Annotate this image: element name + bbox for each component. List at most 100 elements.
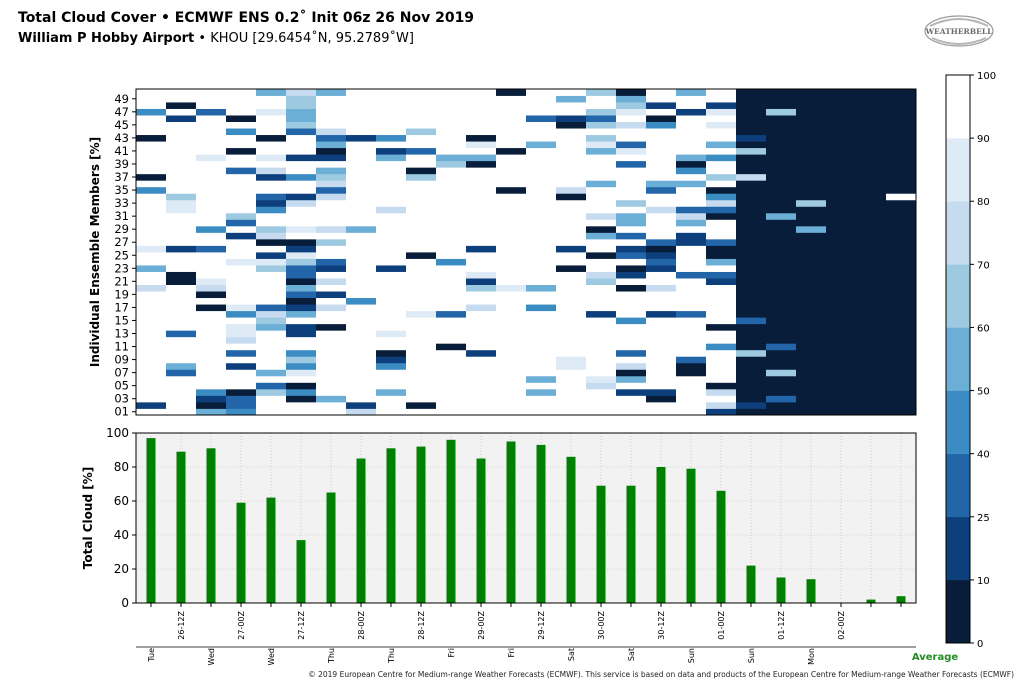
heatmap-cell (706, 180, 737, 188)
heatmap-cell (376, 199, 407, 207)
heatmap-cell (736, 167, 767, 175)
heatmap-cell (226, 271, 257, 279)
heatmap-cell (226, 180, 257, 188)
bar (506, 441, 516, 603)
heatmap-cell (256, 134, 287, 142)
heatmap-cell (346, 186, 377, 194)
heatmap-cell (676, 102, 707, 109)
heatmap-cell (256, 108, 287, 116)
colorbar-segment (946, 138, 970, 202)
heatmap-cell (826, 369, 857, 377)
heatmap-cell (406, 388, 437, 396)
heatmap-cell (676, 95, 707, 103)
heatmap-cell (316, 310, 347, 318)
heatmap-cell (346, 310, 377, 318)
heatmap-cell (286, 336, 317, 344)
bar-xtick-time-label: 27-12Z (297, 610, 306, 639)
bar-xtick-time-label: 27-00Z (237, 610, 246, 639)
heatmap-cell (466, 180, 497, 188)
bar-ytick-label: 100 (106, 426, 129, 440)
colorbar-segment (946, 201, 970, 265)
heatmap-cell (886, 89, 917, 96)
heatmap-cell (346, 265, 377, 272)
heatmap-cell (376, 323, 407, 331)
heatmap-cell (226, 193, 257, 201)
heatmap-cell (526, 180, 557, 188)
heatmap-cell (196, 134, 227, 142)
heatmap-cell (316, 395, 347, 403)
heatmap-cell (646, 330, 677, 338)
heatmap-cell (706, 141, 737, 149)
heatmap-cell (166, 134, 197, 142)
heatmap-cell (556, 336, 587, 344)
heatmap-cell (646, 369, 677, 377)
bar-ytick-label: 60 (114, 494, 129, 508)
heatmap-cell (736, 349, 767, 357)
heatmap-cell (796, 395, 827, 403)
heatmap-cell (226, 375, 257, 383)
heatmap-cell (376, 173, 407, 181)
heatmap-cell (886, 212, 917, 220)
heatmap-cell (526, 238, 557, 246)
heatmap-cell (376, 395, 407, 403)
heatmap-cell (826, 95, 857, 103)
heatmap-cell (166, 95, 197, 103)
heatmap-cell (556, 375, 587, 383)
heatmap-cell (616, 349, 647, 357)
heatmap-cell (196, 369, 227, 377)
heatmap-cell (556, 252, 587, 259)
heatmap-cell (826, 317, 857, 325)
heatmap-cell (166, 193, 197, 201)
heatmap-cell (706, 252, 737, 259)
heatmap-cell (526, 395, 557, 403)
heatmap-cell (766, 291, 797, 299)
heatmap-cell (466, 219, 497, 227)
heatmap-cell (406, 349, 437, 357)
heatmap-cell (766, 115, 797, 122)
heatmap-cell (616, 343, 647, 351)
heatmap-cell (256, 369, 287, 377)
heatmap-cell (736, 219, 767, 227)
heatmap-cell (376, 258, 407, 266)
heatmap-cell (286, 349, 317, 357)
heatmap-cell (736, 375, 767, 383)
heatmap-cell (466, 323, 497, 331)
heatmap-cell (796, 212, 827, 220)
heatmap-cell (856, 115, 887, 122)
bar-ytick-label: 40 (114, 528, 129, 542)
heatmap-cell (706, 382, 737, 390)
heatmap-cell (256, 252, 287, 259)
heatmap-cell (436, 252, 467, 259)
bar-xtick-time-label: 26-12Z (177, 610, 186, 639)
heatmap-cell (826, 193, 857, 201)
heatmap-cell (406, 375, 437, 383)
bar-xtick-time-label: 02-00Z (837, 610, 846, 639)
heatmap-cell (406, 238, 437, 246)
heatmap-cell (346, 356, 377, 364)
heatmap-cell (286, 388, 317, 396)
heatmap-cell (346, 343, 377, 351)
heatmap-cell (526, 193, 557, 201)
heatmap-cell (136, 369, 167, 377)
heatmap-cell (436, 369, 467, 377)
heatmap-cell (616, 369, 647, 377)
heatmap-cell (586, 186, 617, 194)
bar (866, 599, 876, 603)
heatmap-cell (466, 343, 497, 351)
heatmap-cell (646, 199, 677, 207)
heatmap-cell (526, 206, 557, 214)
heatmap-cell (436, 310, 467, 318)
heatmap-cell (466, 382, 497, 390)
heatmap-cell (646, 154, 677, 162)
heatmap-cell (706, 343, 737, 351)
heatmap-cell (586, 395, 617, 403)
heatmap-cell (256, 147, 287, 155)
heatmap-cell (736, 278, 767, 285)
heatmap-cell (286, 180, 317, 188)
heatmap-cell (316, 388, 347, 396)
heatmap-cell (886, 323, 917, 331)
heatmap-cell (196, 212, 227, 220)
heatmap-cell (556, 108, 587, 116)
heatmap-cell (406, 232, 437, 240)
heatmap-cell (496, 362, 527, 370)
